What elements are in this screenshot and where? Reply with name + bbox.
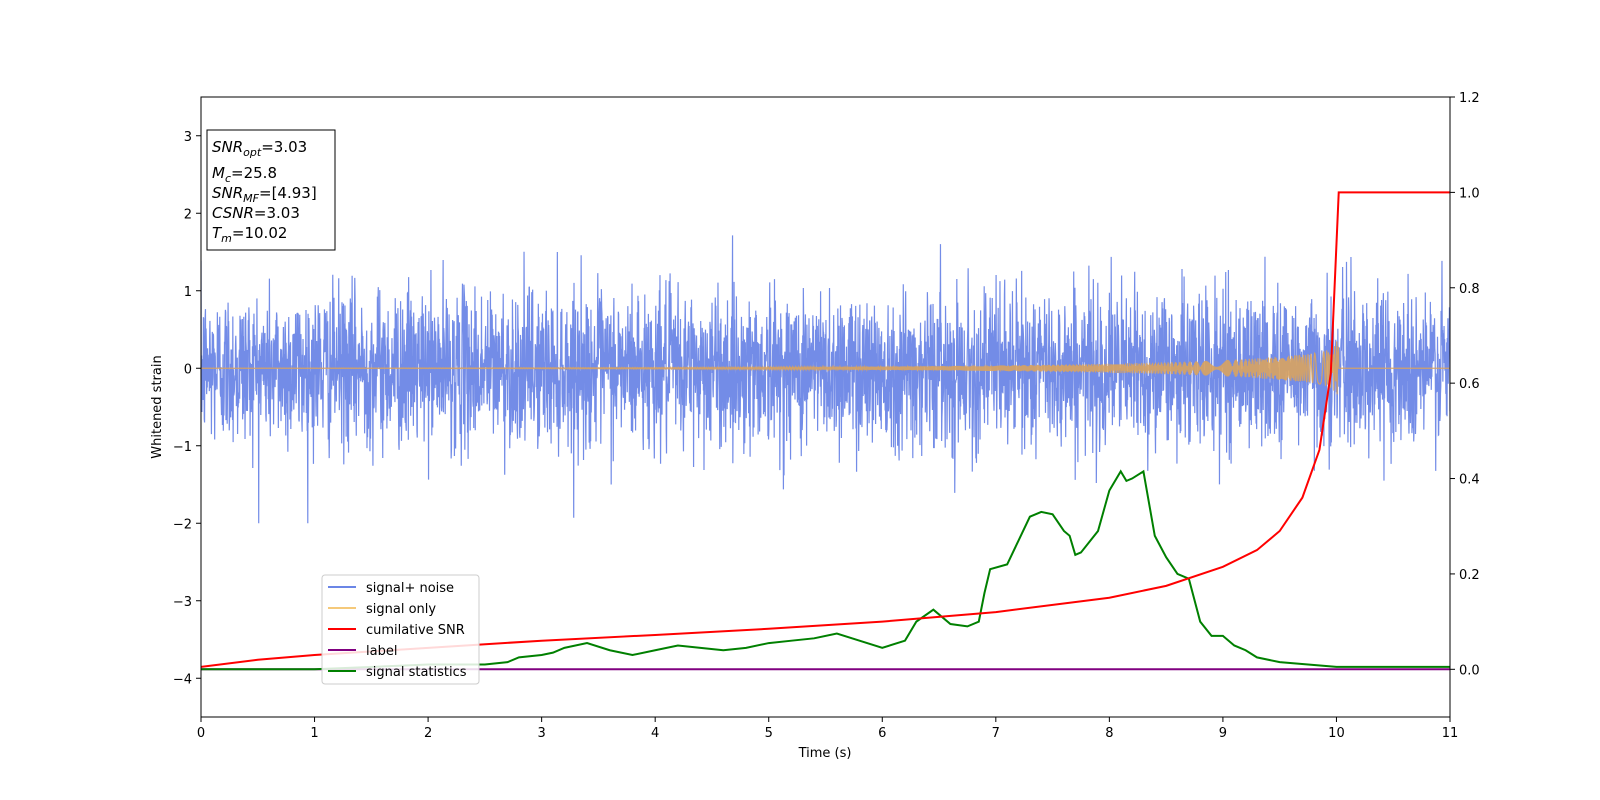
x-tick-label: 9 (1219, 726, 1227, 741)
series-signal-only (201, 341, 1450, 395)
y2-tick-label: 0.4 (1459, 473, 1480, 488)
legend-item-signal-noise: signal+ noise (328, 581, 454, 596)
x-tick-label: 10 (1328, 726, 1345, 741)
y-tick-label: 1 (184, 285, 192, 300)
annotation-line-mc: Mc=25.8 (212, 164, 277, 185)
x-axis-title: Time (s) (798, 746, 852, 761)
legend-item-signal-statistics: signal statistics (328, 665, 467, 680)
svg-text:cumilative SNR: cumilative SNR (366, 623, 465, 638)
legend-item-signal-only: signal only (328, 602, 436, 617)
plot-frame (200, 96, 1451, 718)
svg-text:label: label (366, 644, 397, 659)
y-tick-label: 0 (184, 362, 192, 377)
x-tick-label: 2 (424, 726, 432, 741)
annotation-line-snr-opt: SNRopt=3.03 (212, 138, 307, 159)
stats-annotation-box: SNRopt=3.03 Mc=25.8 SNRMF=[4.93] CSNR=3.… (206, 129, 336, 251)
y2-tick-label: 0.8 (1459, 282, 1480, 297)
series-signal-statistics (201, 469, 1450, 671)
y2-tick-label: 1.0 (1459, 186, 1480, 201)
y2-tick-label: 1.2 (1459, 91, 1480, 106)
y2-tick-label: 0.2 (1459, 568, 1480, 583)
x-tick-label: 6 (878, 726, 886, 741)
legend-item-label: label (328, 644, 397, 659)
x-tick-label: 5 (765, 726, 773, 741)
x-tick-label: 8 (1105, 726, 1113, 741)
y-tick-label: −4 (173, 672, 192, 687)
x-tick-label: 11 (1442, 726, 1459, 741)
svg-text:signal statistics: signal statistics (366, 665, 467, 680)
y-axis-right: 0.0 0.2 0.4 0.6 0.8 1.0 1.2 (1450, 91, 1480, 678)
x-tick-label: 0 (197, 726, 205, 741)
x-tick-label: 3 (537, 726, 545, 741)
y-tick-label: −1 (173, 440, 192, 455)
x-tick-label: 1 (310, 726, 318, 741)
legend-item-cumulative-snr: cumilative SNR (328, 623, 465, 638)
y-tick-label: 3 (184, 130, 192, 145)
x-tick-label: 4 (651, 726, 659, 741)
svg-text:signal+ noise: signal+ noise (366, 581, 454, 596)
y-axis-title: Whitened strain (150, 355, 165, 458)
y-axis-left: −4 −3 −2 −1 0 1 2 3 (173, 130, 201, 687)
legend: signal+ noise signal only cumilative SNR… (321, 574, 480, 685)
annotation-line-tm: Tm=10.02 (212, 224, 287, 245)
annotation-line-snr-mf: SNRMF=[4.93] (212, 184, 317, 205)
y2-tick-label: 0.6 (1459, 377, 1480, 392)
y-tick-label: −3 (173, 595, 192, 610)
annotation-line-csnr: CSNR=3.03 (212, 204, 300, 222)
y-tick-label: 2 (184, 207, 192, 222)
svg-text:signal only: signal only (366, 602, 436, 617)
y2-tick-label: 0.0 (1459, 663, 1480, 678)
series-signal-noise (201, 235, 1450, 524)
y-tick-label: −2 (173, 517, 192, 532)
x-tick-label: 7 (992, 726, 1000, 741)
x-axis: 0 1 2 3 4 5 6 7 8 9 10 11 (197, 717, 1458, 741)
